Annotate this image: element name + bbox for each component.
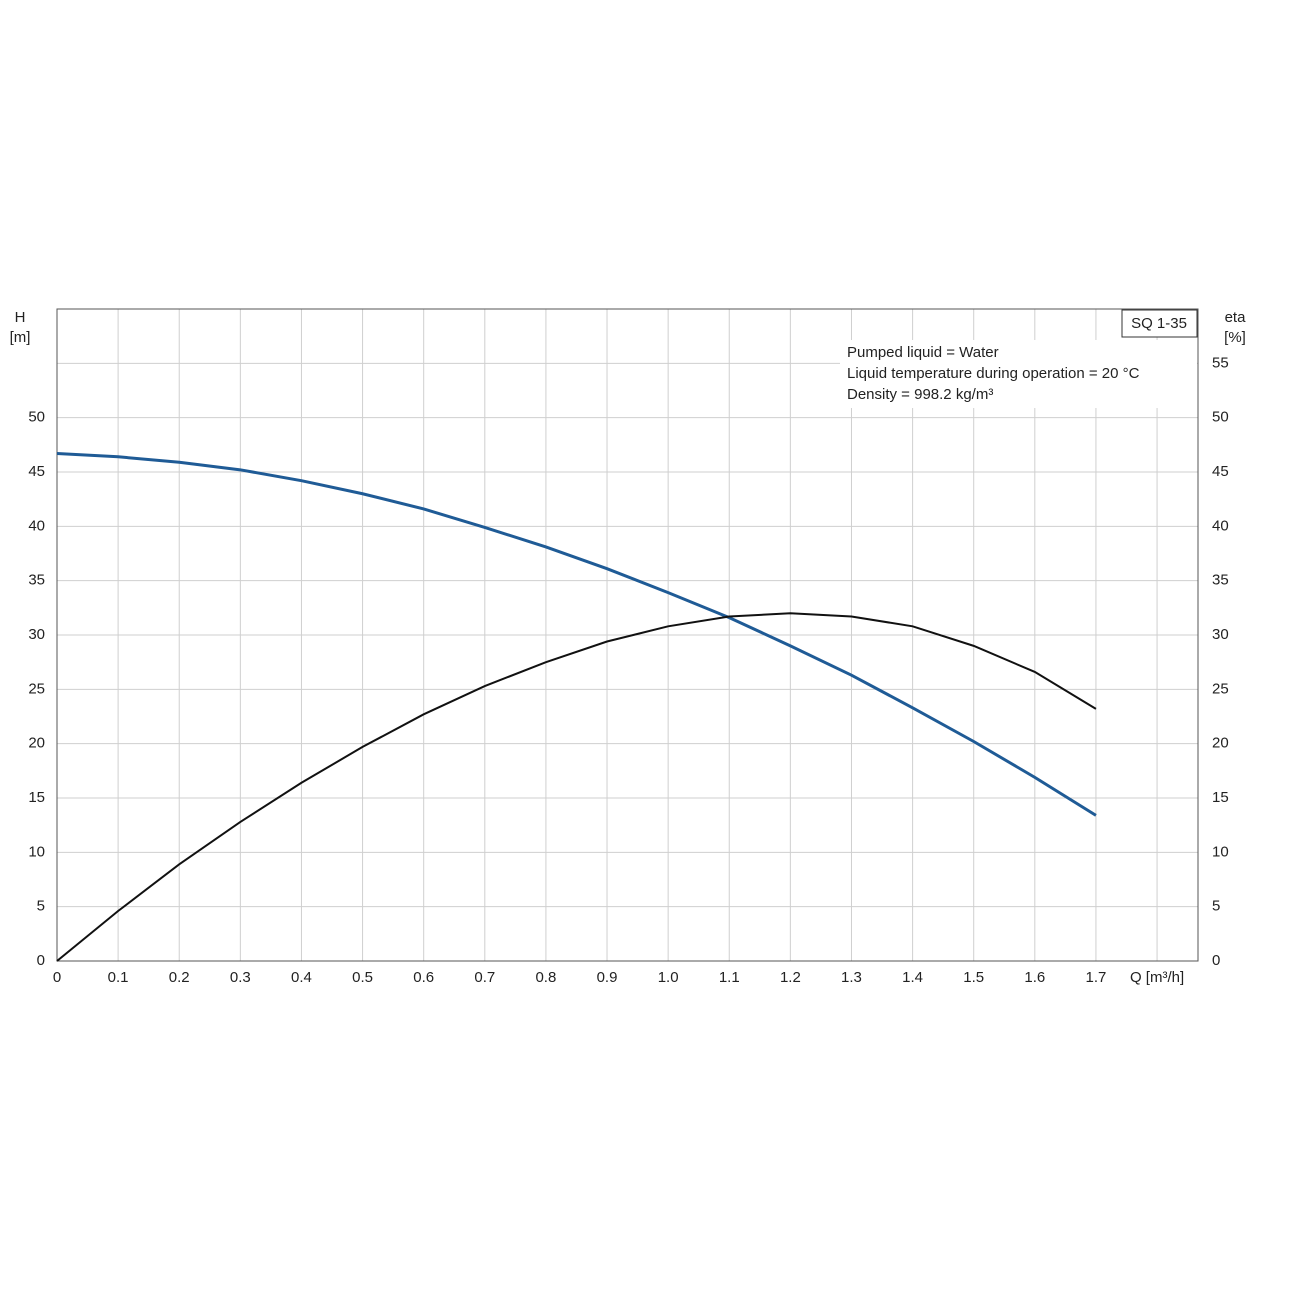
x-tick-label: 1.1: [719, 969, 740, 986]
x-tick-label: 0.3: [230, 969, 251, 986]
y-tick-label: 50: [28, 409, 45, 426]
x-tick-label: 1.3: [841, 969, 862, 986]
legend-label: SQ 1-35: [1131, 315, 1187, 332]
x-tick-label: 0.6: [413, 969, 434, 986]
x-tick-label: 0: [53, 969, 61, 986]
y-tick-label: 45: [28, 463, 45, 480]
x-tick-label: 0.9: [597, 969, 618, 986]
annotation: Pumped liquid = Water: [847, 344, 999, 361]
y-axis-unit: [m]: [10, 329, 31, 346]
y-tick-label: 10: [28, 843, 45, 860]
y2-axis-label: eta: [1225, 309, 1247, 326]
line-series: [56, 452, 1097, 817]
legend-box: [1121, 309, 1198, 338]
y-tick-label: 15: [28, 789, 45, 806]
y2-tick-label: 40: [1212, 517, 1229, 534]
annotation: Liquid temperature during operation = 20…: [847, 365, 1140, 382]
y2-tick-label: 0: [1212, 952, 1220, 969]
x-tick-label: 0.7: [474, 969, 495, 986]
x-tick-label: 1.5: [963, 969, 984, 986]
y2-tick-label: 15: [1212, 789, 1229, 806]
y-tick-label: 5: [37, 898, 45, 915]
y-tick-label: 35: [28, 572, 45, 589]
x-tick-label: 1.2: [780, 969, 801, 986]
y2-tick-label: 30: [1212, 626, 1229, 643]
y-tick-label: 40: [28, 517, 45, 534]
y-tick-label: 0: [37, 952, 45, 969]
x-tick-label: 0.8: [535, 969, 556, 986]
x-tick-label: 1.6: [1024, 969, 1045, 986]
x-tick-label: 0.1: [108, 969, 129, 986]
y-tick-label: 20: [28, 735, 45, 752]
x-tick-label: 0.2: [169, 969, 190, 986]
y2-tick-label: 5: [1212, 898, 1220, 915]
x-tick-label: 1.0: [658, 969, 679, 986]
x-tick-label: 1.4: [902, 969, 923, 986]
y2-tick-label: 10: [1212, 843, 1229, 860]
annotation: Density = 998.2 kg/m³: [847, 386, 993, 403]
x-tick-label: Q [m³/h]: [1130, 969, 1184, 986]
x-tick-label: 0.4: [291, 969, 312, 986]
y2-tick-label: 50: [1212, 409, 1229, 426]
y-tick-label: 30: [28, 626, 45, 643]
annotation-background: [840, 340, 1197, 408]
y2-tick-label: 35: [1212, 572, 1229, 589]
y-tick-label: 25: [28, 680, 45, 697]
y2-tick-label: 25: [1212, 680, 1229, 697]
y-axis-label: H: [15, 309, 26, 326]
y2-tick-label: 45: [1212, 463, 1229, 480]
x-tick-label: 0.5: [352, 969, 373, 986]
x-tick-label: 1.7: [1086, 969, 1107, 986]
y2-tick-label: 20: [1212, 735, 1229, 752]
y2-axis-unit: [%]: [1224, 329, 1246, 346]
plot-frame: [56, 308, 1199, 962]
line-series: [56, 612, 1097, 962]
y2-tick-label: 55: [1212, 354, 1229, 371]
